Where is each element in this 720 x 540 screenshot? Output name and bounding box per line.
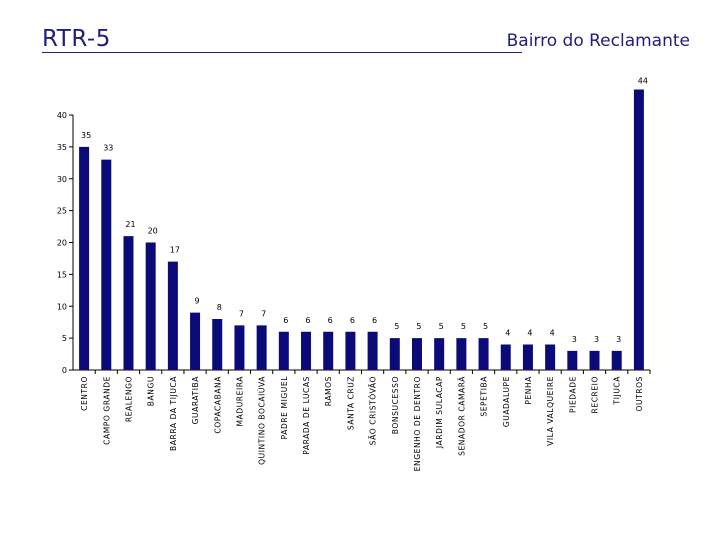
bar bbox=[345, 331, 356, 370]
category-label: PARADA DE LUCAS bbox=[302, 376, 311, 455]
bar bbox=[212, 319, 223, 370]
category-label: MADUREIRA bbox=[235, 376, 244, 427]
bar bbox=[145, 242, 156, 370]
bar bbox=[545, 344, 556, 370]
category-label: TIJUCA bbox=[613, 376, 622, 406]
data-label: 8 bbox=[217, 303, 222, 312]
bar bbox=[190, 312, 201, 370]
data-label: 5 bbox=[483, 322, 488, 331]
bar bbox=[367, 331, 378, 370]
bar bbox=[500, 344, 511, 370]
data-label: 3 bbox=[594, 335, 599, 344]
data-label: 6 bbox=[372, 316, 377, 325]
data-label: 4 bbox=[505, 329, 510, 338]
y-tick-label: 0 bbox=[62, 366, 67, 375]
y-tick-label: 25 bbox=[57, 207, 67, 216]
bar bbox=[633, 89, 644, 370]
category-label: BONSUCESSO bbox=[391, 376, 400, 434]
y-tick-label: 20 bbox=[57, 239, 67, 248]
bar bbox=[167, 261, 178, 370]
category-label: JARDIM SULACAP bbox=[435, 376, 444, 449]
category-label: VILA VALQUEIRE bbox=[546, 376, 555, 446]
bar bbox=[79, 146, 90, 370]
data-label: 4 bbox=[550, 329, 555, 338]
bar bbox=[522, 344, 533, 370]
category-label: QUINTINO BOCAIÚVA bbox=[258, 376, 267, 465]
category-label: BARRA DA TIJUCA bbox=[169, 376, 178, 451]
category-label: GUADALUPE bbox=[502, 376, 511, 427]
data-label: 17 bbox=[170, 246, 180, 255]
data-label: 5 bbox=[461, 322, 466, 331]
category-label: SÃO CRISTÓVÃO bbox=[369, 376, 378, 445]
data-label: 5 bbox=[439, 322, 444, 331]
data-label: 3 bbox=[572, 335, 577, 344]
y-tick-label: 10 bbox=[57, 302, 67, 311]
data-label: 3 bbox=[616, 335, 621, 344]
data-label: 6 bbox=[305, 316, 310, 325]
bar bbox=[278, 331, 289, 370]
data-label: 5 bbox=[394, 322, 399, 331]
y-tick-label: 35 bbox=[57, 143, 67, 152]
data-label: 5 bbox=[416, 322, 421, 331]
bar bbox=[411, 338, 422, 370]
page-subtitle: Bairro do Reclamante bbox=[506, 31, 690, 51]
title-underline bbox=[42, 52, 522, 53]
data-label: 6 bbox=[350, 316, 355, 325]
category-label: RECREIO bbox=[591, 376, 600, 413]
bar bbox=[389, 338, 400, 370]
bar bbox=[567, 350, 578, 370]
category-label: SANTA CRUZ bbox=[346, 376, 355, 430]
bar bbox=[434, 338, 445, 370]
category-label: CENTRO bbox=[80, 376, 89, 411]
bar bbox=[101, 159, 112, 370]
category-label: OUTROS bbox=[635, 376, 644, 411]
data-label: 44 bbox=[638, 77, 648, 86]
bar bbox=[611, 350, 622, 370]
data-label: 7 bbox=[239, 309, 244, 318]
category-label: SENADOR CAMARÁ bbox=[457, 376, 466, 456]
category-label: GUARATIBA bbox=[191, 376, 200, 425]
category-label: REALENGO bbox=[124, 376, 133, 422]
category-label: RAMOS bbox=[324, 376, 333, 406]
y-tick-label: 15 bbox=[57, 270, 67, 279]
bar bbox=[589, 350, 600, 370]
data-label: 33 bbox=[103, 144, 113, 153]
bar bbox=[323, 331, 334, 370]
data-label: 21 bbox=[125, 220, 135, 229]
data-label: 6 bbox=[283, 316, 288, 325]
data-label: 35 bbox=[81, 131, 91, 140]
y-tick-label: 5 bbox=[62, 334, 67, 343]
bar bbox=[234, 325, 245, 370]
bar bbox=[256, 325, 267, 370]
data-label: 6 bbox=[328, 316, 333, 325]
category-label: SEPETIBA bbox=[480, 376, 489, 417]
data-label: 4 bbox=[527, 329, 532, 338]
page-title: RTR-5 bbox=[42, 26, 111, 52]
data-label: 20 bbox=[148, 227, 158, 236]
data-label: 7 bbox=[261, 309, 266, 318]
category-label: CAMPO GRANDE bbox=[102, 376, 111, 445]
data-label: 9 bbox=[195, 297, 200, 306]
bar bbox=[478, 338, 489, 370]
bar bbox=[301, 331, 312, 370]
bar bbox=[456, 338, 467, 370]
category-label: PENHA bbox=[524, 376, 533, 405]
category-label: PADRE MIGUEL bbox=[280, 376, 289, 440]
category-label: COPACABANA bbox=[213, 376, 222, 434]
y-tick-label: 30 bbox=[57, 175, 67, 184]
bar bbox=[123, 236, 134, 370]
y-tick-label: 40 bbox=[57, 111, 67, 120]
category-label: ENGENHO DE DENTRO bbox=[413, 376, 422, 471]
category-label: PIEDADE bbox=[568, 376, 577, 413]
category-label: BANGU bbox=[147, 376, 156, 406]
